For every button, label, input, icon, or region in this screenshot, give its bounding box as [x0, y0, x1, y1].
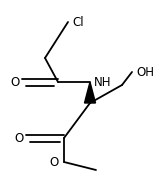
Text: NH: NH [94, 75, 112, 88]
Text: O: O [15, 132, 24, 145]
Polygon shape [84, 82, 95, 103]
Text: Cl: Cl [72, 15, 84, 29]
Text: O: O [50, 156, 59, 169]
Text: OH: OH [136, 66, 154, 78]
Text: O: O [11, 75, 20, 88]
